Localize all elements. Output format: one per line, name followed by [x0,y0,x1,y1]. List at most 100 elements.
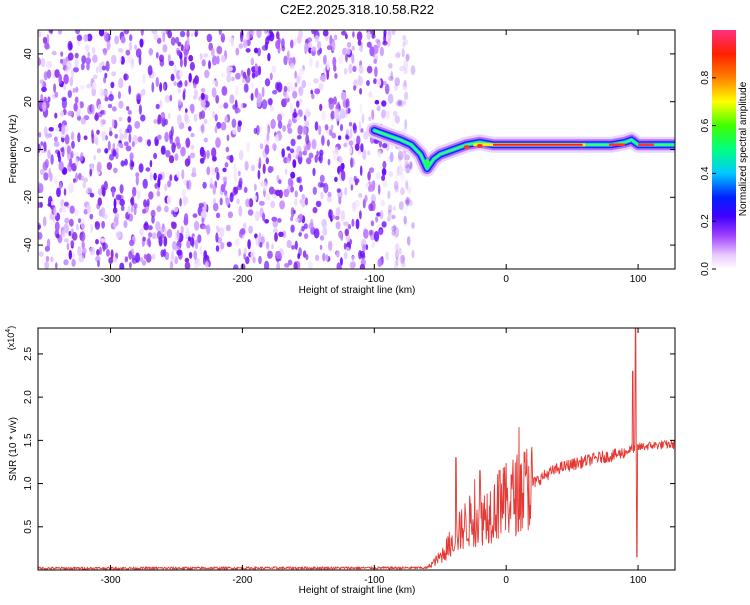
noise-speckle [119,184,124,194]
noise-speckle [206,150,210,159]
noise-speckle [319,244,323,250]
noise-speckle [200,210,207,220]
noise-speckle [356,135,361,146]
noise-speckle [135,172,140,178]
noise-speckle [395,100,402,107]
noise-speckle [291,86,296,93]
noise-speckle [124,158,128,166]
noise-speckle [118,48,124,53]
noise-speckle [180,44,184,52]
noise-speckle [72,87,76,94]
noise-speckle [368,116,372,122]
noise-speckle [403,79,407,88]
noise-speckle [120,160,125,167]
noise-speckle [54,136,58,143]
noise-speckle [216,45,223,55]
noise-speckle [397,164,403,176]
noise-speckle [75,86,79,93]
noise-speckle [151,232,157,240]
noise-speckle [143,254,147,260]
noise-speckle [120,36,126,44]
noise-speckle [243,186,248,193]
noise-speckle [309,57,313,68]
noise-speckle [188,72,192,83]
y-tick-label: 2.0 [23,390,34,404]
noise-speckle [375,171,381,180]
noise-speckle [268,186,275,195]
noise-speckle [224,162,229,168]
noise-speckle [241,78,246,84]
noise-speckle [97,188,104,196]
noise-speckle [231,118,237,128]
noise-speckle [398,201,404,211]
noise-speckle [272,220,279,228]
noise-speckle [188,54,194,62]
noise-speckle [342,47,348,56]
noise-speckle [176,229,180,241]
noise-speckle [286,239,292,249]
colorbar-gradient [712,30,736,269]
noise-speckle [396,50,401,58]
noise-speckle [46,238,51,248]
noise-speckle [361,113,365,124]
noise-speckle [38,224,42,230]
noise-speckle [376,105,381,112]
noise-speckle [315,254,320,261]
noise-speckle [96,148,101,154]
noise-speckle [326,139,330,147]
noise-speckle [80,175,85,181]
noise-speckle [395,249,399,260]
noise-speckle [305,157,312,165]
noise-speckle [359,250,366,258]
noise-speckle [169,94,173,102]
noise-speckle [411,249,415,259]
noise-speckle [237,170,241,177]
noise-speckle [63,83,67,90]
noise-speckle [57,30,63,35]
noise-speckle [204,260,210,268]
noise-speckle [129,159,134,171]
colorbar: 0.0 0.2 0.4 0.6 0.8 Normalized spectral ampl… [700,30,749,276]
noise-speckle [77,132,81,143]
noise-speckle [304,120,310,127]
noise-speckle [198,202,204,208]
noise-speckle [296,176,301,183]
noise-speckle [360,143,364,153]
noise-speckle [128,85,132,95]
noise-speckle [162,83,166,91]
noise-speckle [138,163,144,173]
noise-speckle [266,35,272,41]
noise-speckle [40,57,46,68]
y-tick-label: 20 [23,96,34,108]
noise-speckle [151,215,155,224]
noise-speckle [155,76,159,88]
noise-speckle [387,93,394,104]
noise-speckle [220,55,226,63]
noise-speckle [343,221,349,227]
x-tick-label: -300 [101,575,121,586]
noise-speckle [397,154,402,163]
y-tick-label: 1.0 [23,476,34,490]
noise-speckle [405,163,411,174]
noise-speckle [321,218,328,228]
noise-speckle [164,95,171,103]
noise-speckle [185,108,188,113]
noise-speckle [381,168,387,176]
snr-plot-area [38,328,675,570]
noise-speckle [404,219,408,229]
noise-speckle [123,220,128,229]
noise-speckle [248,198,254,208]
noise-speckle [346,47,351,55]
noise-speckle [271,243,274,250]
noise-speckle [194,239,199,250]
noise-speckle [324,124,329,131]
noise-speckle [347,224,352,230]
noise-speckle [296,100,300,108]
noise-speckle [181,169,185,180]
noise-speckle [389,214,396,219]
noise-speckle [303,223,308,230]
noise-speckle [341,170,346,182]
noise-speckle [335,221,341,230]
noise-speckle [60,147,64,153]
noise-speckle [391,229,396,236]
